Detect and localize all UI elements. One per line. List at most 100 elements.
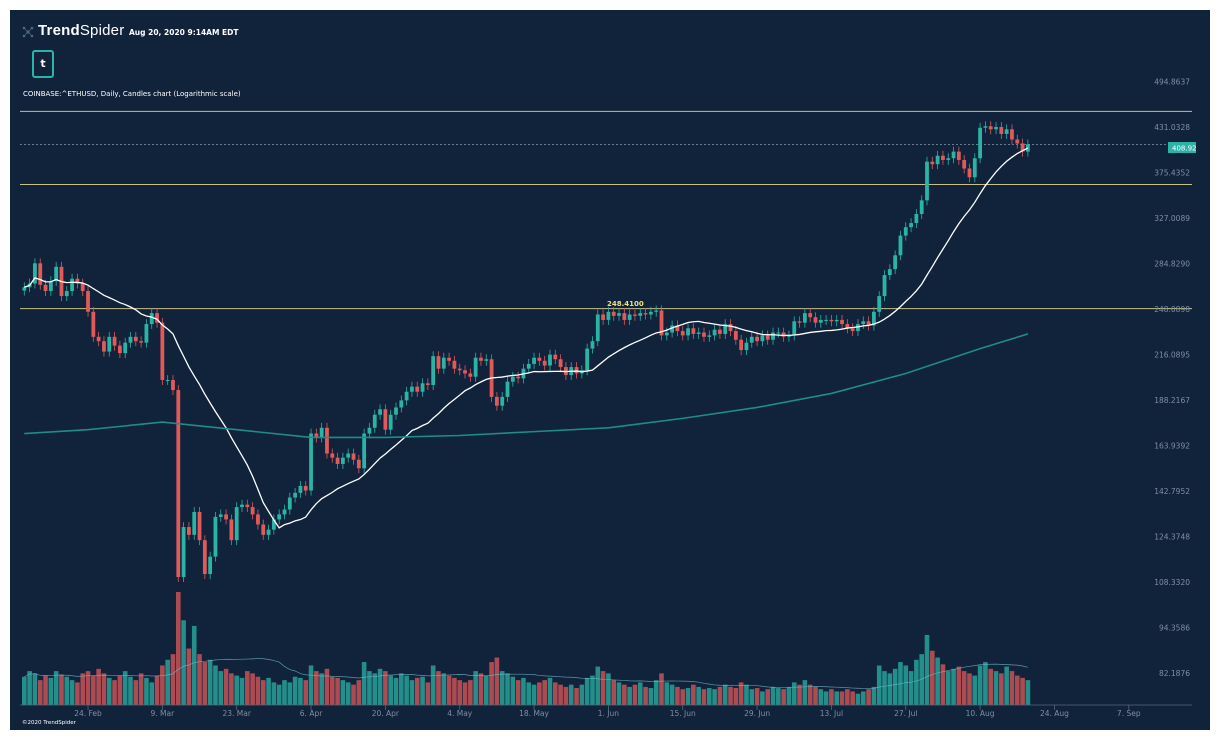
volume-bar [324, 668, 330, 705]
volume-bar [632, 684, 638, 705]
volume-bar [213, 665, 218, 705]
volume-bar [531, 684, 537, 705]
volume-bar [27, 671, 32, 705]
candle-body [192, 511, 197, 535]
candle-body [935, 155, 940, 165]
candle-body [707, 335, 712, 337]
candle-body [542, 360, 547, 366]
candle-body [245, 504, 250, 508]
volume-bar [860, 691, 866, 705]
volume-bar [876, 665, 882, 705]
candle-body [473, 357, 478, 377]
volume-bar [32, 673, 38, 705]
candle-body [829, 319, 834, 322]
volume-bar [791, 682, 797, 705]
candle-body [128, 336, 133, 343]
brand-bold: Trend [38, 22, 80, 39]
candle-body [611, 311, 616, 316]
volume-bar [680, 689, 686, 705]
candle-body [234, 507, 239, 541]
candle-body [675, 325, 680, 332]
y-tick-label: 188.2167 [1154, 396, 1190, 405]
candle-body [590, 341, 595, 349]
candle-body [436, 356, 441, 369]
volume-bar [993, 671, 999, 705]
candle-body [712, 329, 717, 336]
volume-bar [457, 680, 463, 705]
volume-bar [834, 691, 840, 705]
volume-bar [473, 671, 478, 705]
volume-bar [829, 689, 834, 705]
volume-bar [181, 620, 186, 705]
candle-body [224, 514, 228, 520]
candle-body [654, 310, 659, 312]
volume-bar [696, 686, 701, 705]
candle-body [229, 519, 234, 541]
volume-bar [977, 665, 983, 705]
volume-bar [266, 677, 271, 705]
candle-body [702, 332, 706, 337]
candle-body [293, 492, 298, 498]
volume-bar [303, 680, 309, 705]
candle-body [43, 284, 48, 292]
volume-bar [393, 677, 399, 705]
volume-bar [149, 682, 155, 705]
candle-body [749, 336, 754, 343]
volume-bar [961, 671, 967, 705]
candle-body [845, 324, 850, 329]
candle-body [250, 507, 255, 515]
volume-bar [510, 676, 516, 705]
candle-body [882, 275, 887, 297]
volume-bar [813, 686, 818, 705]
volume-bar [728, 686, 733, 705]
volume-bar [202, 662, 208, 705]
candle-body [850, 328, 855, 332]
volume-bar [882, 671, 887, 705]
candle-body [664, 332, 669, 336]
candle-body [420, 383, 425, 392]
candle-body [956, 151, 961, 160]
candle-body [856, 324, 860, 332]
volume-bar [53, 671, 59, 705]
candle-body [298, 485, 303, 493]
volume-bar [653, 680, 659, 705]
timestamp: Aug 20, 2020 9:14AM EDT [129, 28, 239, 37]
volume-bar [282, 680, 287, 705]
candle-body [425, 383, 430, 385]
candle-body [680, 331, 685, 336]
volume-bar [287, 682, 293, 705]
volume-bar [22, 676, 27, 705]
candle-body [356, 459, 361, 469]
volume-bar [648, 688, 654, 705]
candle-body [187, 527, 191, 535]
volume-bar [133, 680, 139, 705]
volume-bar [292, 676, 298, 705]
volume-bar [568, 684, 574, 705]
volume-bar [37, 680, 43, 705]
volume-bar [430, 665, 436, 705]
ticker-icon[interactable]: t [32, 50, 54, 78]
candle-body [1020, 143, 1025, 152]
volume-bar [542, 680, 547, 705]
candle-body [80, 283, 85, 292]
y-tick-label: 94.3586 [1159, 624, 1190, 633]
candle-body [994, 127, 998, 130]
volume-bar [218, 671, 224, 705]
volume-bar [468, 680, 473, 705]
candle-body [452, 360, 457, 369]
volume-bar [669, 684, 675, 705]
volume-bar [563, 686, 569, 705]
volume-bar [383, 671, 388, 705]
candle-body [903, 227, 908, 236]
volume-bar [595, 666, 601, 705]
volume-bar [452, 677, 457, 705]
x-tick-label: 1. Jun [598, 709, 620, 718]
candle-body [898, 235, 903, 256]
volume-bar [197, 654, 202, 705]
candle-body [866, 321, 871, 326]
x-tick-label: 15. Jun [670, 709, 696, 718]
volume-bar [675, 686, 680, 705]
candle-body [410, 386, 414, 392]
candle-body [802, 313, 807, 323]
